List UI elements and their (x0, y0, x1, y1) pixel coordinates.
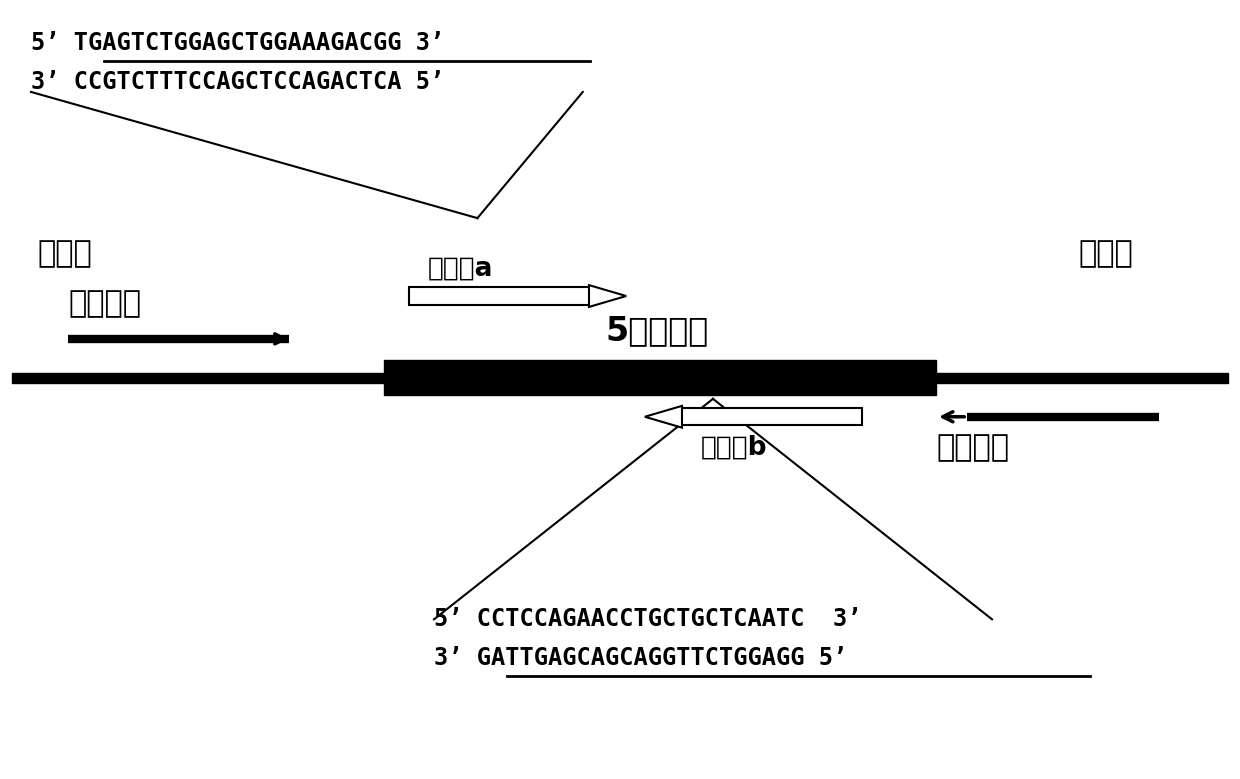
Text: 上游引物: 上游引物 (68, 289, 141, 319)
Text: 5号外显子: 5号外显子 (605, 315, 709, 347)
Text: 5’ CCTCCAGAACCTGCTGCTCAATC  3’: 5’ CCTCCAGAACCTGCTGCTCAATC 3’ (434, 608, 862, 631)
Text: 靶位点a: 靶位点a (428, 256, 494, 282)
Text: 内含子: 内含子 (37, 238, 92, 268)
Text: 内含子: 内含子 (1079, 238, 1133, 268)
Text: 3’ CCGTCTTTCCAGCTCCAGACTCA 5’: 3’ CCGTCTTTCCAGCTCCAGACTCA 5’ (31, 70, 444, 93)
Text: 下游引物: 下游引物 (936, 433, 1009, 463)
Bar (12, 373, 1228, 383)
Polygon shape (645, 406, 682, 428)
Text: 靶位点b: 靶位点b (701, 435, 768, 461)
Polygon shape (589, 285, 626, 307)
Bar (384, 360, 936, 395)
Bar (409, 287, 595, 305)
Bar (676, 408, 862, 425)
Text: 3’ GATTGAGCAGCAGGTTCTGGAGG 5’: 3’ GATTGAGCAGCAGGTTCTGGAGG 5’ (434, 647, 847, 670)
Text: 5’ TGAGTCTGGAGCTGGAAAGACGG 3’: 5’ TGAGTCTGGAGCTGGAAAGACGG 3’ (31, 31, 444, 55)
